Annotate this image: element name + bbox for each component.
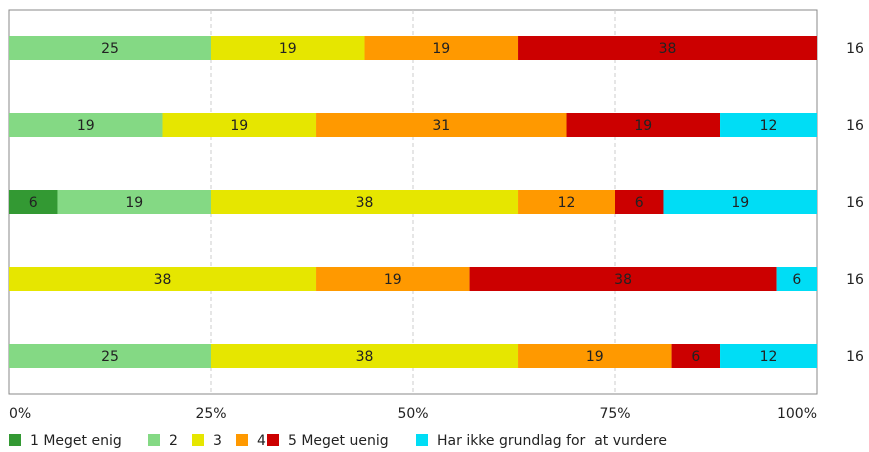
legend-label: Har ikke grundlag for at vurdere xyxy=(437,433,667,449)
segment-label: 38 xyxy=(614,272,632,288)
segment-label: 19 xyxy=(432,41,450,57)
segment-label: 19 xyxy=(279,41,297,57)
segment-label: 19 xyxy=(634,118,652,134)
x-tick-label: 100% xyxy=(777,406,817,422)
legend-label: 4 xyxy=(257,433,266,449)
segment-label: 19 xyxy=(125,195,143,211)
bar-segment xyxy=(9,267,317,291)
bar-segment xyxy=(9,190,58,214)
segment-label: 19 xyxy=(384,272,402,288)
legend-swatch xyxy=(148,434,160,446)
segment-label: 6 xyxy=(29,195,38,211)
bar-segment xyxy=(518,344,672,368)
bar-segment xyxy=(211,36,365,60)
bar-segment xyxy=(776,267,817,291)
legend-label: 2 xyxy=(169,433,178,449)
segment-label: 38 xyxy=(356,195,374,211)
row-count-label: 16 xyxy=(846,195,864,211)
legend-swatch xyxy=(267,434,279,446)
segment-label: 19 xyxy=(586,349,604,365)
bar-segment xyxy=(9,113,163,137)
bar-segment xyxy=(720,344,817,368)
segment-label: 12 xyxy=(760,349,778,365)
segment-label: 6 xyxy=(635,195,644,211)
bar-segment xyxy=(518,36,817,60)
row-count-label: 16 xyxy=(846,118,864,134)
bar-segment xyxy=(162,113,317,137)
bar-segment xyxy=(9,36,211,60)
x-tick-label: 0% xyxy=(9,406,31,422)
segment-label: 38 xyxy=(154,272,172,288)
row-count-label: 16 xyxy=(846,41,864,57)
bar-segment xyxy=(211,190,519,214)
bar-segment xyxy=(364,36,519,60)
x-tick-label: 50% xyxy=(397,406,428,422)
legend-label: 3 xyxy=(213,433,222,449)
segment-label: 6 xyxy=(792,272,801,288)
row-count-label: 16 xyxy=(846,349,864,365)
legend-swatch xyxy=(9,434,21,446)
bar-segment xyxy=(316,113,567,137)
segment-label: 25 xyxy=(101,349,119,365)
segment-label: 38 xyxy=(356,349,374,365)
legend-swatch xyxy=(416,434,428,446)
bar-segment xyxy=(720,113,817,137)
bar-segment xyxy=(615,190,664,214)
x-tick-label: 25% xyxy=(195,406,226,422)
bar-segment xyxy=(57,190,212,214)
segment-label: 19 xyxy=(77,118,95,134)
bar-segment xyxy=(9,344,211,368)
bar-segment xyxy=(518,190,615,214)
bar-segment xyxy=(316,267,470,291)
legend-label: 1 Meget enig xyxy=(30,433,122,449)
segment-label: 25 xyxy=(101,41,119,57)
segment-label: 31 xyxy=(432,118,450,134)
legend-label: 5 Meget uenig xyxy=(288,433,389,449)
bar-segment xyxy=(671,344,721,368)
bar-segment xyxy=(211,344,519,368)
segment-label: 12 xyxy=(760,118,778,134)
bar-segment xyxy=(566,113,721,137)
segment-label: 38 xyxy=(659,41,677,57)
bar-segment xyxy=(663,190,817,214)
legend-swatch xyxy=(192,434,204,446)
segment-label: 19 xyxy=(230,118,248,134)
x-tick-label: 75% xyxy=(599,406,630,422)
segment-label: 12 xyxy=(558,195,576,211)
segment-label: 19 xyxy=(731,195,749,211)
bar-segment xyxy=(469,267,777,291)
segment-label: 6 xyxy=(691,349,700,365)
legend-swatch xyxy=(236,434,248,446)
row-count-label: 16 xyxy=(846,272,864,288)
